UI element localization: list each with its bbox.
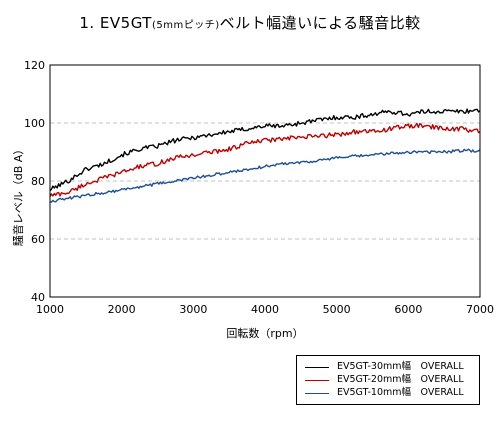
legend-item-30mm: EV5GT-30mm幅 OVERALL <box>297 361 481 373</box>
x-tick-label: 3000 <box>179 303 207 316</box>
y-tick-label: 100 <box>24 117 45 130</box>
plot-frame <box>49 64 481 298</box>
legend-label: EV5GT-10mm幅 OVERALL <box>337 387 464 398</box>
grid-lines <box>50 122 480 240</box>
legend-item-20mm: EV5GT-20mm幅 OVERALL <box>297 374 481 386</box>
series-lines <box>49 108 481 203</box>
legend-item-10mm: EV5GT-10mm幅 OVERALL <box>297 387 481 399</box>
series-line-20mm <box>49 122 481 197</box>
title-pitch: (5mmピッチ) <box>151 20 220 31</box>
legend-label: EV5GT-20mm幅 OVERALL <box>337 374 464 385</box>
chart-title: 1. EV5GT(5mmピッチ)ベルト幅違いによる騒音比較 <box>0 12 500 33</box>
legend: EV5GT-30mm幅 OVERALL EV5GT-20mm幅 OVERALL … <box>296 355 480 405</box>
series-line-10mm <box>49 148 481 203</box>
title-main: 1. EV5GT <box>79 14 152 32</box>
y-tick-label: 40 <box>31 291 45 304</box>
legend-swatch <box>305 367 329 368</box>
y-tick-labels: 40 60 80 100 120 <box>24 59 45 304</box>
x-tick-label: 5000 <box>323 303 351 316</box>
x-tick-labels: 1000 2000 3000 4000 5000 6000 7000 <box>36 303 494 316</box>
y-tick-label: 120 <box>24 59 45 72</box>
y-tick-label: 80 <box>31 175 45 188</box>
legend-swatch <box>305 380 329 381</box>
x-tick-label: 7000 <box>466 303 494 316</box>
x-tick-label: 1000 <box>36 303 64 316</box>
y-axis-label: 騒音レベル（dB A） <box>11 144 25 247</box>
series-line-30mm <box>49 108 481 192</box>
y-tick-label: 60 <box>31 233 45 246</box>
x-tick-label: 2000 <box>108 303 136 316</box>
legend-label: EV5GT-30mm幅 OVERALL <box>337 361 464 372</box>
x-tick-label: 4000 <box>251 303 279 316</box>
title-rest: ベルト幅違いによる騒音比較 <box>219 14 421 32</box>
x-tick-label: 6000 <box>394 303 422 316</box>
x-axis-label: 回転数（rpm） <box>226 327 303 340</box>
legend-swatch <box>305 393 329 394</box>
